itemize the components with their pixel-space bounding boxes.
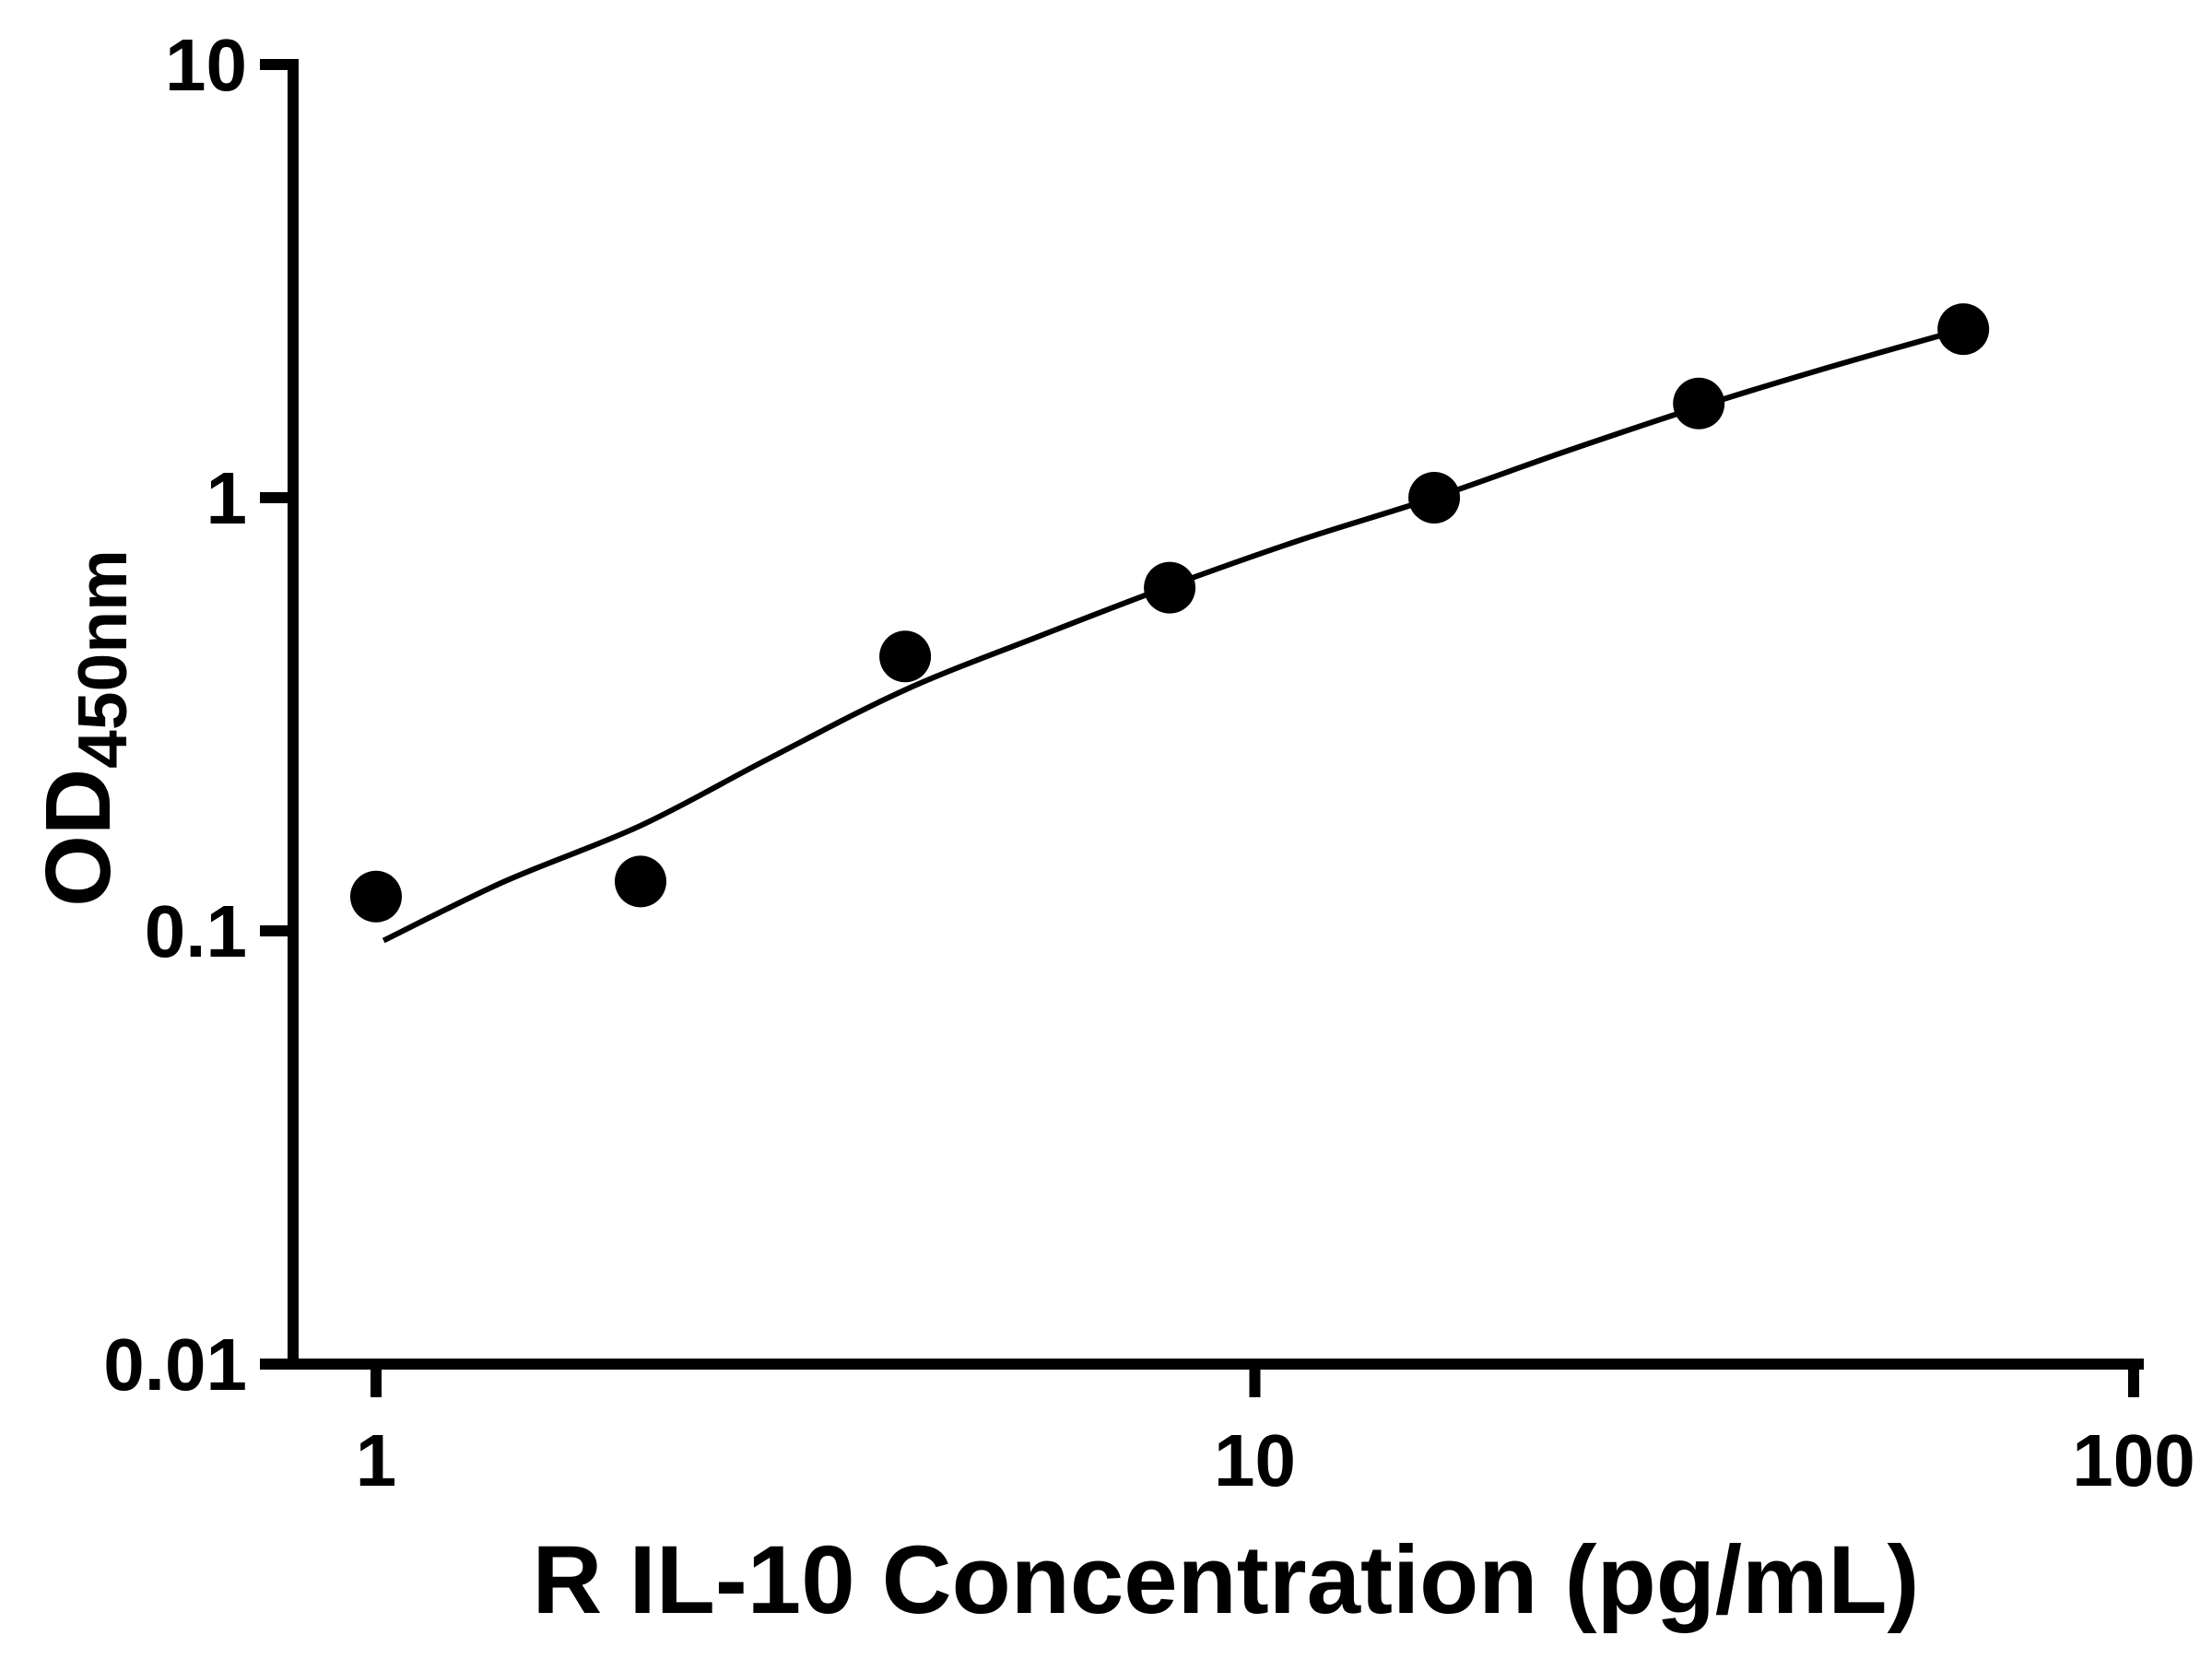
data-point: [350, 870, 402, 923]
y-tick-label: 0.1: [145, 890, 247, 972]
data-point: [1673, 377, 1725, 429]
y-tick-label: 10: [165, 24, 247, 106]
x-tick-label: 100: [2072, 1419, 2194, 1501]
data-point: [1144, 561, 1196, 614]
y-tick-label: 1: [206, 457, 248, 539]
data-point: [615, 855, 666, 908]
data-point: [879, 630, 932, 683]
y-axis-title-sub: 450nm: [64, 549, 141, 769]
x-tick-label: 1: [356, 1419, 397, 1501]
data-point: [1408, 472, 1461, 524]
data-point: [1937, 303, 1990, 356]
y-tick-label: 0.01: [103, 1324, 247, 1406]
x-tick-label: 10: [1214, 1419, 1296, 1501]
x-axis-title: R IL-10 Concentration (pg/mL): [532, 1526, 1920, 1634]
y-axis-title-main: OD: [27, 768, 130, 907]
y-axis-title: OD450nm: [27, 549, 141, 907]
fit-curve: [382, 326, 1965, 944]
